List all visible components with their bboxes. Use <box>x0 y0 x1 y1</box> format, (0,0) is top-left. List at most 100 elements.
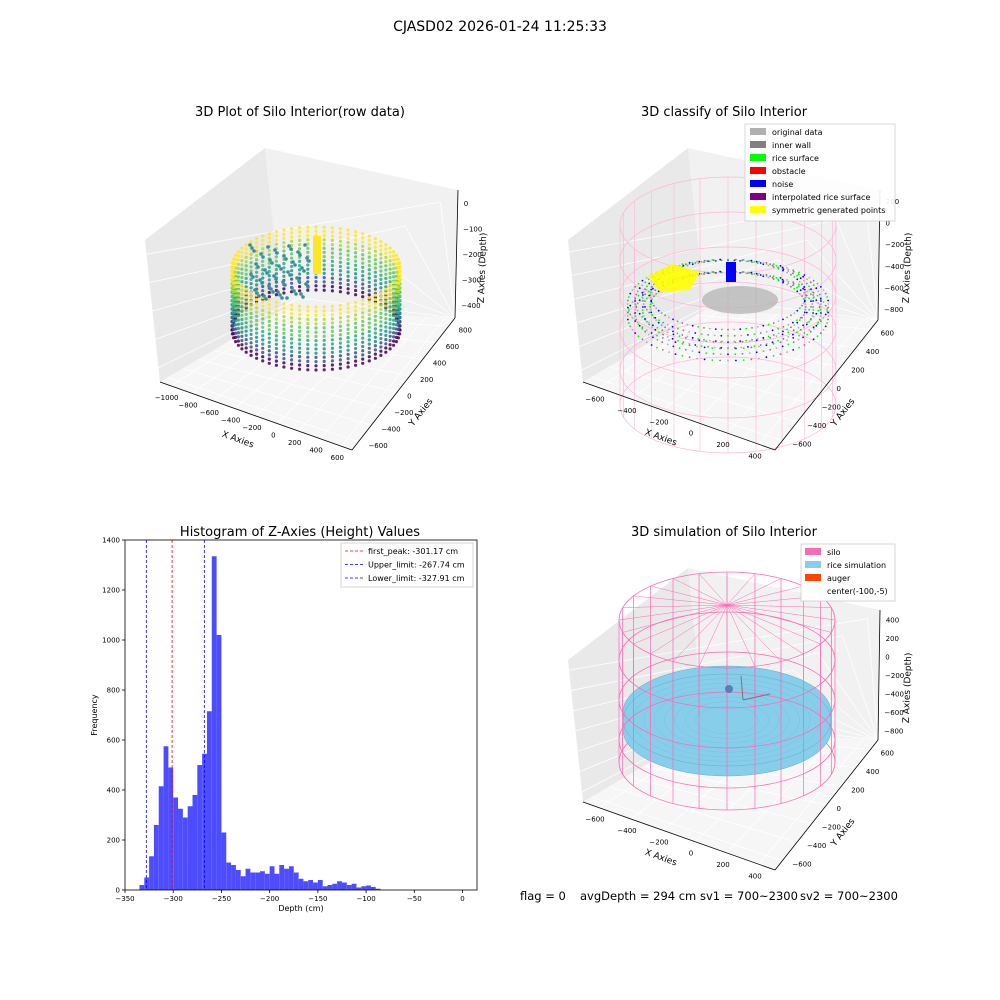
silo-roof-line <box>633 604 728 645</box>
raw-point <box>322 322 326 326</box>
raw-point <box>354 313 358 317</box>
raw-point <box>274 342 278 346</box>
raw-point <box>361 302 365 307</box>
classified-point <box>748 260 751 262</box>
raw-point <box>354 342 358 346</box>
classified-point <box>727 353 729 356</box>
classified-point <box>755 272 758 275</box>
y-tick-label: 200 <box>107 837 120 845</box>
raw-point <box>384 300 388 304</box>
raw-point <box>236 266 240 271</box>
classified-point <box>741 340 744 343</box>
classified-point <box>815 287 818 290</box>
classified-point <box>735 359 737 362</box>
raw-point <box>384 285 388 289</box>
classified-point <box>798 307 801 310</box>
raw-point <box>361 274 365 278</box>
raw-point <box>267 284 271 288</box>
raw-point <box>373 262 377 266</box>
classified-point <box>771 329 774 332</box>
legend-swatch <box>750 141 766 148</box>
raw-point <box>322 338 326 342</box>
raw-point <box>338 341 342 345</box>
classified-point <box>647 278 650 281</box>
classified-point <box>812 306 814 308</box>
noise-cluster <box>726 262 736 282</box>
raw-point <box>290 239 294 243</box>
symmetric-points-cluster <box>648 264 700 292</box>
raw-point <box>249 256 253 260</box>
raw-point <box>236 250 240 254</box>
raw-point <box>234 306 238 310</box>
raw-point <box>290 349 294 354</box>
y-tick-label: 0 <box>837 385 841 393</box>
grid-line <box>170 310 292 387</box>
legend-label: Lower_limit: -327.91 cm <box>368 574 465 583</box>
classified-point <box>798 283 800 286</box>
grid-line <box>678 325 856 349</box>
classified-point <box>644 288 646 290</box>
raw-point <box>261 289 265 293</box>
raw-point <box>274 242 278 246</box>
raw-point <box>298 338 302 342</box>
raw-point <box>361 319 365 323</box>
raw-x-label: X Axies <box>220 430 255 451</box>
raw-point <box>338 362 342 366</box>
histogram-bar <box>178 808 183 890</box>
raw-point <box>240 338 244 343</box>
raw-point <box>261 334 265 338</box>
raw-point <box>330 259 334 263</box>
raw-point <box>282 361 286 365</box>
raw-point <box>388 259 392 263</box>
raw-point <box>354 293 358 297</box>
legend-swatch <box>805 548 821 555</box>
raw-point <box>251 275 255 279</box>
histogram-bar <box>260 871 265 890</box>
raw-point <box>267 323 271 328</box>
classified-point <box>734 353 737 356</box>
auger-shaft <box>740 675 744 701</box>
raw-point <box>306 242 310 246</box>
raw-point <box>354 321 358 325</box>
histogram-bar <box>255 872 261 890</box>
classified-point <box>745 260 748 263</box>
raw-point <box>330 321 334 325</box>
classified-point <box>758 260 760 263</box>
classified-point <box>745 339 748 342</box>
raw-point <box>361 315 365 319</box>
classified-point <box>674 341 677 343</box>
classified-point <box>816 294 819 297</box>
classified-point <box>819 308 822 311</box>
classified-point <box>672 333 675 336</box>
classified-point <box>756 262 759 264</box>
histogram-bar <box>313 882 318 890</box>
raw-point <box>298 238 302 242</box>
raw-point <box>306 334 310 338</box>
avg-depth-text: avgDepth = 294 cm <box>580 889 696 903</box>
classified-point <box>793 276 796 278</box>
raw-point <box>290 345 294 349</box>
classified-point <box>767 276 770 279</box>
raw-point <box>290 277 294 281</box>
classified-point <box>819 298 822 300</box>
raw-point <box>373 249 377 253</box>
classified-point <box>656 326 659 329</box>
raw-point <box>330 289 334 293</box>
raw-point <box>298 268 302 272</box>
classified-point <box>740 334 743 337</box>
raw-point <box>367 238 371 242</box>
raw-point <box>282 241 286 245</box>
raw-point <box>255 323 259 327</box>
classified-point <box>646 320 648 323</box>
raw-point <box>290 362 294 366</box>
raw-point <box>259 252 263 256</box>
classified-point <box>826 322 829 324</box>
raw-point <box>290 264 294 269</box>
classified-point <box>688 344 691 347</box>
raw-point <box>354 259 358 263</box>
raw-point <box>361 336 365 340</box>
raw-point <box>232 257 236 261</box>
histogram-bar <box>293 872 299 890</box>
raw-point <box>274 351 278 355</box>
raw-point <box>367 272 371 276</box>
